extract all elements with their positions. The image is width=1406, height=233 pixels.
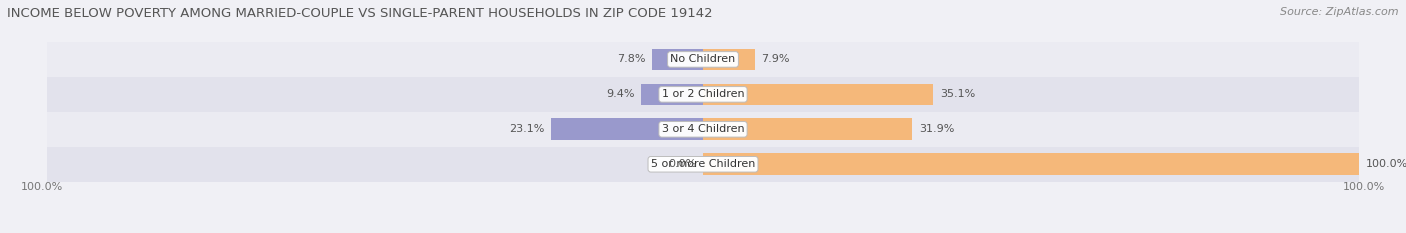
- Bar: [46, 112, 1360, 147]
- Text: 31.9%: 31.9%: [920, 124, 955, 134]
- Text: 5 or more Children: 5 or more Children: [651, 159, 755, 169]
- Text: 23.1%: 23.1%: [509, 124, 546, 134]
- Text: 7.8%: 7.8%: [617, 55, 645, 64]
- Bar: [46, 42, 1360, 77]
- Bar: [703, 49, 755, 70]
- Text: INCOME BELOW POVERTY AMONG MARRIED-COUPLE VS SINGLE-PARENT HOUSEHOLDS IN ZIP COD: INCOME BELOW POVERTY AMONG MARRIED-COUPL…: [7, 7, 713, 20]
- Bar: [641, 84, 703, 105]
- Text: 1 or 2 Children: 1 or 2 Children: [662, 89, 744, 99]
- Bar: [46, 77, 1360, 112]
- Text: 100.0%: 100.0%: [1365, 159, 1406, 169]
- Text: Source: ZipAtlas.com: Source: ZipAtlas.com: [1281, 7, 1399, 17]
- Bar: [652, 49, 703, 70]
- Bar: [703, 118, 912, 140]
- Bar: [703, 84, 934, 105]
- Text: 9.4%: 9.4%: [606, 89, 634, 99]
- Text: 100.0%: 100.0%: [21, 182, 63, 192]
- Text: 35.1%: 35.1%: [939, 89, 976, 99]
- Text: 0.0%: 0.0%: [668, 159, 696, 169]
- Bar: [703, 154, 1360, 175]
- Text: 3 or 4 Children: 3 or 4 Children: [662, 124, 744, 134]
- Bar: [46, 147, 1360, 182]
- Bar: [551, 118, 703, 140]
- Text: 7.9%: 7.9%: [762, 55, 790, 64]
- Text: 100.0%: 100.0%: [1343, 182, 1385, 192]
- Text: No Children: No Children: [671, 55, 735, 64]
